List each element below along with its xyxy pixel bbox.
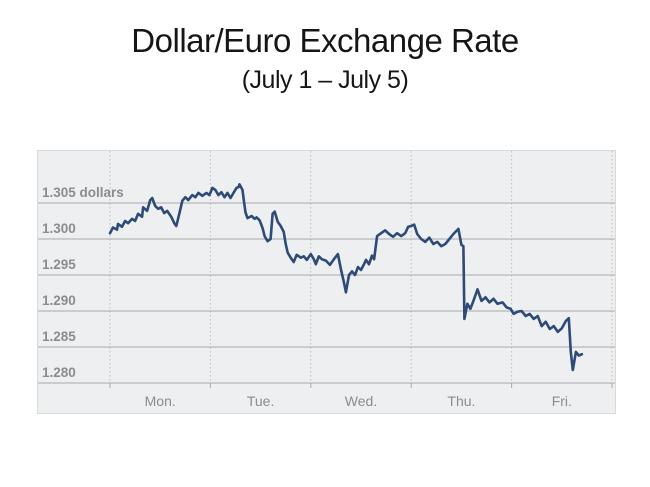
- x-axis-label: Wed.: [345, 393, 377, 409]
- y-axis-label: 1.295: [42, 257, 76, 272]
- exchange-rate-line: [108, 182, 584, 372]
- y-axis-label: 1.305 dollars: [42, 185, 124, 200]
- x-axis-label: Tue.: [247, 393, 275, 409]
- chart-canvas: 1.305 dollars 1.300 1.295 1.290 1.285 1.280 Mo…: [38, 151, 615, 409]
- y-axis-label: 1.290: [42, 293, 76, 308]
- y-axis-label: 1.285: [42, 329, 76, 344]
- exchange-rate-chart: 1.305 dollars 1.300 1.295 1.290 1.285 1.280 Mo…: [37, 150, 616, 414]
- y-axis-label: 1.300: [42, 221, 76, 236]
- x-axis-label: Fri.: [552, 393, 572, 409]
- page-subtitle: (July 1 – July 5): [241, 66, 409, 94]
- y-axis-label: 1.280: [42, 365, 76, 380]
- page-title: Dollar/Euro Exchange Rate: [131, 22, 519, 59]
- x-axis-label: Mon.: [145, 393, 176, 409]
- x-axis-label: Thu.: [447, 393, 475, 409]
